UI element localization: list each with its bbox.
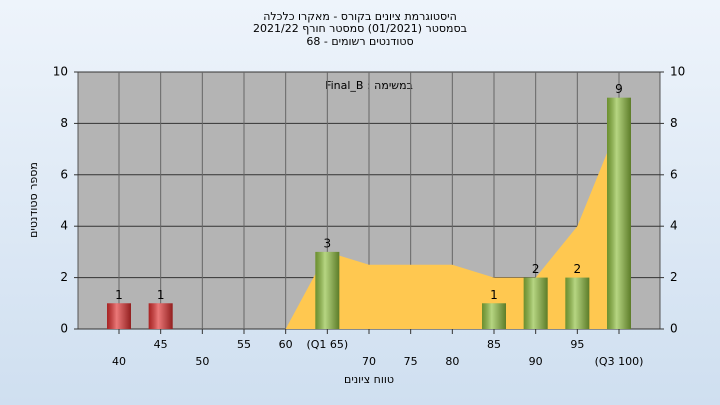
y-tick-label: 8 bbox=[60, 116, 68, 130]
y2-tick-label: 8 bbox=[670, 116, 678, 130]
title-line: סטודנטים רשומים - 68 bbox=[306, 35, 413, 48]
value-label: 2 bbox=[532, 262, 540, 276]
y2-tick-label: 10 bbox=[670, 65, 685, 79]
x-axis-label: טווח ציונים bbox=[344, 373, 394, 386]
y2-tick-label: 4 bbox=[670, 219, 678, 233]
y2-tick-label: 0 bbox=[670, 322, 678, 336]
x-tick-label: 95 bbox=[570, 338, 584, 351]
value-label: 9 bbox=[615, 82, 623, 96]
x-tick-label: 60 bbox=[279, 338, 293, 351]
x-tick-label: 85 bbox=[487, 338, 501, 351]
x-tick-label: 50 bbox=[195, 355, 209, 368]
bar-shade bbox=[523, 277, 548, 329]
bar-shade bbox=[315, 251, 340, 329]
x-tick-label: 90 bbox=[529, 355, 543, 368]
bar-shade bbox=[148, 303, 173, 329]
bar-shade bbox=[565, 277, 590, 329]
y2-tick-label: 6 bbox=[670, 167, 678, 181]
bar-shade bbox=[482, 303, 506, 329]
y-tick-label: 10 bbox=[53, 65, 68, 79]
x-tick-label: (Q3 100) bbox=[595, 355, 644, 368]
value-label: 1 bbox=[490, 288, 498, 302]
x-tick-label: 75 bbox=[404, 355, 418, 368]
bar-shade bbox=[107, 303, 131, 329]
y-tick-label: 6 bbox=[60, 167, 68, 181]
bar-shade bbox=[607, 97, 631, 329]
y-axis-label: מספר סטודנטים bbox=[27, 162, 40, 238]
y-tick-label: 2 bbox=[60, 270, 68, 284]
value-label: 3 bbox=[324, 236, 332, 250]
title-line: היסטוגרמת ציונים בקורס - מאקרו כלכלה bbox=[263, 10, 457, 23]
x-tick-label: 70 bbox=[362, 355, 376, 368]
y-tick-label: 4 bbox=[60, 219, 68, 233]
value-label: 2 bbox=[574, 262, 582, 276]
x-tick-label: 40 bbox=[112, 355, 126, 368]
title-line: בסמסטר (01/2021) סמסטר חורף 2021/22 bbox=[253, 22, 467, 35]
x-tick-label: (Q1 65) bbox=[306, 338, 348, 351]
value-label: 1 bbox=[157, 288, 165, 302]
x-tick-label: 55 bbox=[237, 338, 251, 351]
value-label: 1 bbox=[115, 288, 123, 302]
x-tick-label: 80 bbox=[445, 355, 459, 368]
y2-tick-label: 2 bbox=[670, 270, 678, 284]
x-tick-label: 45 bbox=[154, 338, 168, 351]
y-tick-label: 0 bbox=[60, 322, 68, 336]
